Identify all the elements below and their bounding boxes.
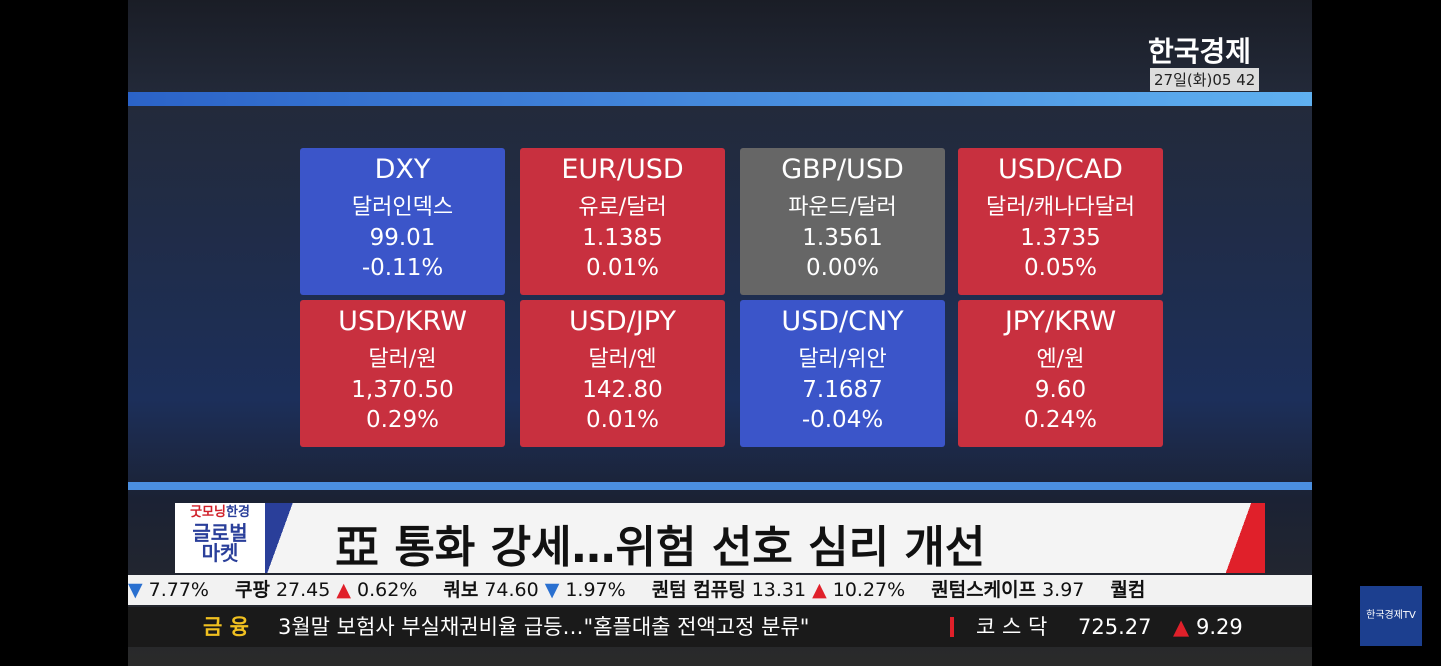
rate-tile: USD/CNY 달러/위안 7.1687 -0.04% bbox=[740, 300, 945, 447]
ticker-arrow: ▲ bbox=[336, 579, 351, 601]
news-bar: 금 융 3월말 보험사 부실채권비율 급등…"홈플대출 전액고정 분류" 코 스… bbox=[128, 607, 1312, 647]
rate-tile: USD/KRW 달러/원 1,370.50 0.29% bbox=[300, 300, 505, 447]
ticker-arrow: ▲ bbox=[812, 579, 827, 601]
ticker-item: 쿼보 74.60 ▼ 1.97% bbox=[443, 579, 631, 601]
ticker-item: 퀀텀 컴퓨팅 13.31 ▲ 10.27% bbox=[652, 579, 912, 601]
ticker-price: 27.45 bbox=[275, 579, 331, 601]
tile-code: USD/CAD bbox=[998, 154, 1123, 185]
accent bbox=[265, 503, 295, 573]
tile-change: 0.00% bbox=[805, 255, 880, 281]
ticker-price: 13.31 bbox=[751, 579, 807, 601]
channel-badge: 한국경제TV bbox=[1360, 586, 1422, 646]
news-text: 3월말 보험사 부실채권비율 급등…"홈플대출 전액고정 분류" bbox=[278, 615, 810, 639]
tile-code: DXY bbox=[374, 154, 431, 185]
ticker-item: ▼ 7.77% bbox=[128, 579, 215, 601]
ticker-price: 3.97 bbox=[1042, 579, 1085, 601]
tile-change: 0.24% bbox=[1023, 407, 1098, 433]
rate-tile: USD/CAD 달러/캐나다달러 1.3735 0.05% bbox=[958, 148, 1163, 295]
ticker-name: 쿼보 bbox=[443, 579, 479, 601]
tile-code: EUR/USD bbox=[561, 154, 684, 185]
tile-name: 엔/원 bbox=[1036, 347, 1085, 372]
tile-name: 달러인덱스 bbox=[351, 195, 454, 220]
top-stripe bbox=[128, 92, 1312, 106]
tile-change: 0.01% bbox=[585, 407, 660, 433]
broadcast-frame: 한국경제 27일(화)05 42 DXY 달러인덱스 99.01 -0.11% EUR/… bbox=[128, 0, 1312, 666]
ticker-change: 1.97% bbox=[565, 579, 626, 601]
tile-name: 달러/엔 bbox=[588, 347, 657, 372]
ticker-item: 쿠팡 27.45 ▲ 0.62% bbox=[235, 579, 423, 601]
rate-tile: EUR/USD 유로/달러 1.1385 0.01% bbox=[520, 148, 725, 295]
tile-name: 달러/위안 bbox=[798, 347, 887, 372]
rate-tile: JPY/KRW 엔/원 9.60 0.24% bbox=[958, 300, 1163, 447]
tile-change: 0.01% bbox=[585, 255, 660, 281]
ticker-change: 10.27% bbox=[832, 579, 906, 601]
tile-code: GBP/USD bbox=[781, 154, 904, 185]
clock: 27일(화)05 42 bbox=[1150, 68, 1260, 91]
ticker-change: 7.77% bbox=[148, 579, 209, 601]
ticker-name: 쿠팡 bbox=[234, 579, 270, 601]
tile-name: 파운드/달러 bbox=[788, 195, 897, 220]
ticker-change: 0.62% bbox=[356, 579, 418, 601]
tile-value: 1.1385 bbox=[582, 225, 663, 251]
ticker-arrow: ▼ bbox=[128, 579, 143, 601]
accent bbox=[1225, 503, 1265, 573]
tile-name: 유로/달러 bbox=[578, 195, 667, 220]
logo: 한국경제 bbox=[1148, 35, 1252, 68]
index-arrow: ▲ bbox=[1173, 615, 1190, 639]
news-section: 금 융 bbox=[203, 615, 249, 639]
tile-value: 9.60 bbox=[1034, 377, 1087, 403]
program-name: 글로벌 bbox=[192, 521, 248, 545]
ticker-price: 74.60 bbox=[484, 579, 539, 601]
ticker-name: 퀀텀 컴퓨팅 bbox=[651, 579, 746, 601]
tile-change: 0.05% bbox=[1023, 255, 1098, 281]
tile-value: 1.3561 bbox=[802, 225, 883, 251]
tile-change: 0.29% bbox=[365, 407, 440, 433]
ticker-arrow: ▼ bbox=[544, 579, 560, 601]
ticker-item: 퀄컴 bbox=[1110, 579, 1151, 601]
tile-code: USD/JPY bbox=[569, 306, 676, 337]
program-name: 한경 bbox=[225, 505, 250, 520]
ticker-name: 퀀텀스케이프 bbox=[931, 579, 1037, 601]
tile-value: 99.01 bbox=[369, 225, 436, 251]
index-change: 9.29 bbox=[1196, 615, 1243, 639]
ticker: ▼ 7.77% 쿠팡 27.45 ▲ 0.62% 쿼보 74.60 ▼ 1.97% 퀀텀 컴퓨팅 13… bbox=[128, 575, 1312, 605]
program-name: 굿모닝 bbox=[190, 505, 226, 520]
headline: 亞 통화 강세…위험 선호 심리 개선 bbox=[335, 522, 986, 573]
index-name: 코 스 닥 bbox=[976, 615, 1048, 639]
rate-tile: GBP/USD 파운드/달러 1.3561 0.00% bbox=[740, 148, 945, 295]
index-value: 725.27 bbox=[1078, 615, 1152, 639]
tile-value: 1.3735 bbox=[1020, 225, 1101, 251]
rate-tile: USD/JPY 달러/엔 142.80 0.01% bbox=[520, 300, 725, 447]
tile-value: 142.80 bbox=[582, 377, 663, 403]
tile-change: -0.11% bbox=[361, 255, 444, 281]
ticker-item: 퀀텀스케이프 3.97 bbox=[931, 579, 1090, 601]
divider bbox=[950, 617, 954, 637]
tile-code: JPY/KRW bbox=[1004, 306, 1117, 337]
ticker-name: 퀄컴 bbox=[1110, 579, 1146, 601]
tile-name: 달러/캐나다달러 bbox=[985, 195, 1136, 220]
tile-name: 달러/원 bbox=[368, 347, 437, 372]
headline-bar: 굿모닝한경 글로벌 마켓 亞 통화 강세…위험 선호 심리 개선 bbox=[175, 503, 1265, 573]
tile-code: USD/KRW bbox=[338, 306, 467, 337]
tile-code: USD/CNY bbox=[781, 306, 904, 337]
program-logo: 굿모닝한경 글로벌 마켓 bbox=[175, 503, 265, 573]
rate-tile: DXY 달러인덱스 99.01 -0.11% bbox=[300, 148, 505, 295]
tile-value: 1,370.50 bbox=[351, 377, 454, 403]
tile-value: 7.1687 bbox=[802, 377, 883, 403]
tile-change: -0.04% bbox=[801, 407, 884, 433]
bottom-stripe bbox=[128, 482, 1312, 490]
program-name: 마켓 bbox=[201, 541, 239, 565]
